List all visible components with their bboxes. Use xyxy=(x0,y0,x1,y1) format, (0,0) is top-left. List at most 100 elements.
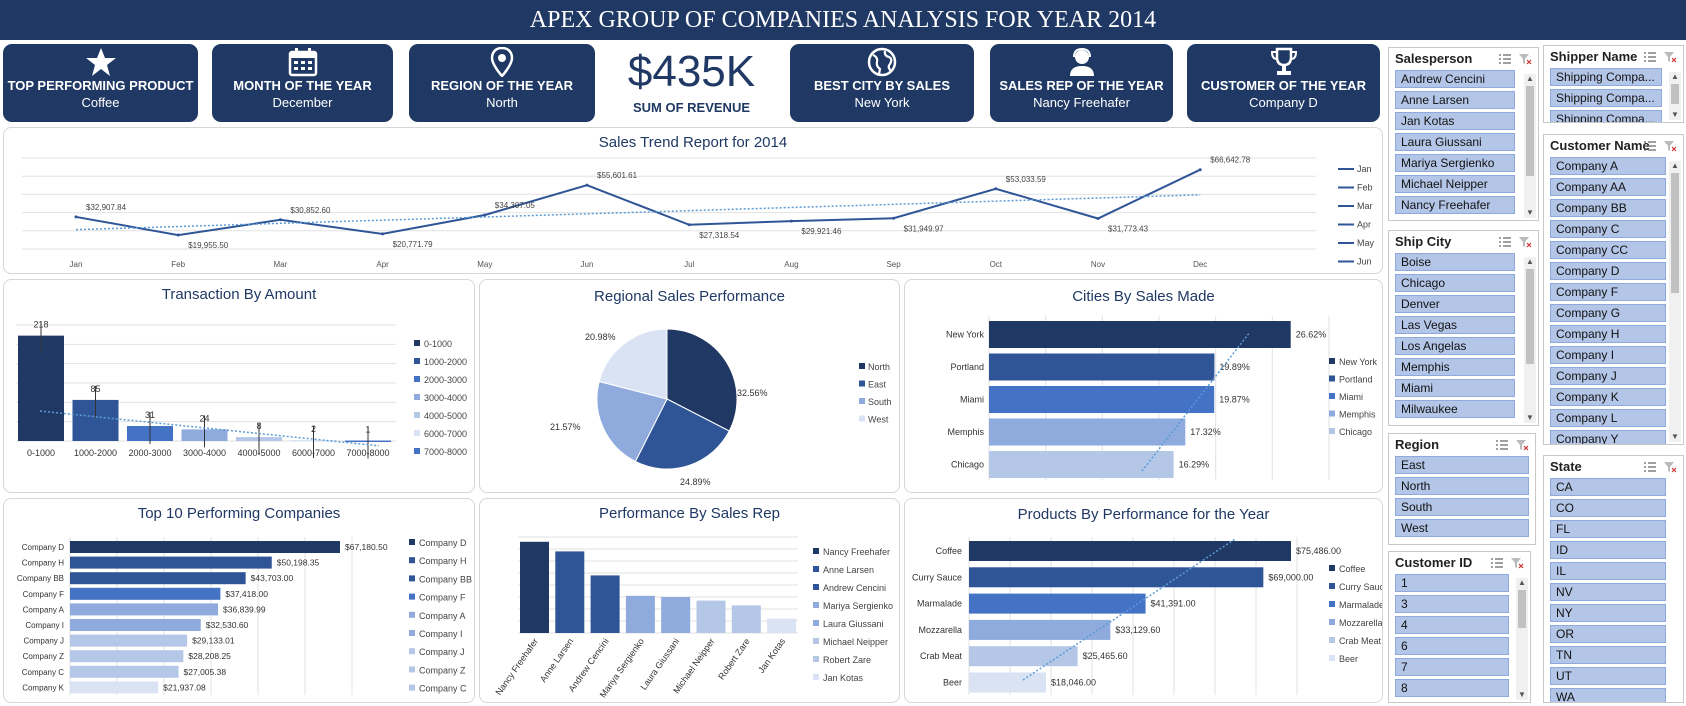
slicer-item[interactable]: Shipping Compa... xyxy=(1550,68,1662,86)
slicer-item[interactable]: Michael Neipper xyxy=(1395,175,1515,193)
slicer-item[interactable]: Company H xyxy=(1550,325,1666,343)
slicer-item[interactable]: 6 xyxy=(1395,637,1509,655)
scroll-up-icon[interactable]: ▲ xyxy=(1671,72,1679,81)
slicer-item[interactable]: CO xyxy=(1550,499,1666,517)
clear-filter-icon[interactable] xyxy=(1663,140,1677,152)
slicer-item[interactable]: East xyxy=(1395,456,1529,474)
y-tick-label: Portland xyxy=(950,362,984,372)
slicer-item[interactable]: Mariya Sergienko xyxy=(1395,154,1515,172)
slicer-item[interactable]: IL xyxy=(1550,562,1666,580)
slicer-item[interactable]: Boise xyxy=(1395,253,1515,271)
clear-filter-icon[interactable] xyxy=(1510,557,1524,569)
slicer-item[interactable]: Denver xyxy=(1395,295,1515,313)
scroll-up-icon[interactable]: ▲ xyxy=(1518,578,1526,587)
clear-filter-icon[interactable] xyxy=(1518,236,1532,248)
slicer-item[interactable]: TN xyxy=(1550,646,1666,664)
slicer-item[interactable]: Memphis xyxy=(1395,358,1515,376)
state-slicer[interactable]: State CA CO FL ID IL NV NY OR TN UT WA xyxy=(1543,455,1684,703)
slicer-item[interactable]: Jan Kotas xyxy=(1395,112,1515,130)
clear-filter-icon[interactable] xyxy=(1518,53,1532,65)
slicer-item[interactable]: Company I xyxy=(1550,346,1666,364)
slicer-scrollbar[interactable]: ▲ ▼ xyxy=(1669,72,1681,120)
slicer-item[interactable]: North xyxy=(1395,477,1529,495)
slicer-item[interactable]: Milwaukee xyxy=(1395,400,1515,418)
slicer-item[interactable]: 4 xyxy=(1395,616,1509,634)
sales-trend-chart: $32,907.84 Jan $19,955.50 Feb $30,852.60 Mar $… xyxy=(22,156,1375,269)
slicer-scrollbar[interactable]: ▲ ▼ xyxy=(1669,161,1681,442)
scroll-up-icon[interactable]: ▲ xyxy=(1671,161,1679,170)
ship-city-slicer[interactable]: Ship City Boise Chicago Denver Las Vegas Los… xyxy=(1388,230,1539,426)
slicer-scrollbar[interactable]: ▲ ▼ xyxy=(1516,578,1528,700)
slicer-title: State xyxy=(1550,459,1582,474)
slicer-item[interactable]: Company F xyxy=(1550,283,1666,301)
multi-select-icon[interactable] xyxy=(1643,461,1657,473)
slicer-item[interactable]: West xyxy=(1395,519,1529,537)
slicer-item[interactable]: Company L xyxy=(1550,409,1666,427)
slicer-scrollbar[interactable]: ▲ ▼ xyxy=(1524,74,1536,218)
region-slicer[interactable]: Region East North South West xyxy=(1388,433,1536,545)
slicer-item[interactable]: Andrew Cencini xyxy=(1395,70,1515,88)
slicer-item[interactable]: WA xyxy=(1550,688,1666,702)
customer-name-slicer[interactable]: Customer Name Company A Company AA Company… xyxy=(1543,134,1684,445)
slicer-item[interactable]: Miami xyxy=(1395,379,1515,397)
clear-filter-icon[interactable] xyxy=(1663,51,1677,63)
multi-select-icon[interactable] xyxy=(1490,557,1504,569)
multi-select-icon[interactable] xyxy=(1643,140,1657,152)
scroll-up-icon[interactable]: ▲ xyxy=(1526,74,1534,83)
slicer-item[interactable]: Anne Larsen xyxy=(1395,91,1515,109)
multi-select-icon[interactable] xyxy=(1498,236,1512,248)
slicer-item[interactable]: Company G xyxy=(1550,304,1666,322)
x-tick-label: Nov xyxy=(1091,260,1105,269)
slicer-item[interactable]: Company D xyxy=(1550,262,1666,280)
slicer-item[interactable]: Shipping Compa... xyxy=(1550,110,1662,122)
slicer-item[interactable]: Company AA xyxy=(1550,178,1666,196)
slicer-item[interactable]: Nancy Freehafer xyxy=(1395,196,1515,214)
multi-select-icon[interactable] xyxy=(1498,53,1512,65)
slicer-item[interactable]: Company Y xyxy=(1550,430,1666,444)
bar xyxy=(70,572,246,585)
scroll-up-icon[interactable]: ▲ xyxy=(1526,257,1534,266)
slicer-item[interactable]: OR xyxy=(1550,625,1666,643)
slicer-item[interactable]: FL xyxy=(1550,520,1666,538)
slicer-item[interactable]: Chicago xyxy=(1395,274,1515,292)
y-tick-label: Miami xyxy=(960,395,984,405)
scroll-down-icon[interactable]: ▼ xyxy=(1526,413,1534,422)
slicer-item[interactable]: 7 xyxy=(1395,658,1509,676)
slicer-item[interactable]: Company J xyxy=(1550,367,1666,385)
map-pin-icon xyxy=(490,47,514,77)
shipper-name-slicer[interactable]: Shipper Name Shipping Compa... Shipping C… xyxy=(1543,45,1684,123)
slicer-item[interactable]: CA xyxy=(1550,478,1666,496)
slicer-item[interactable]: Laura Giussani xyxy=(1395,133,1515,151)
slicer-item[interactable]: Company C xyxy=(1550,220,1666,238)
scroll-down-icon[interactable]: ▼ xyxy=(1671,432,1679,441)
slicer-item[interactable]: Company A xyxy=(1550,157,1666,175)
bar xyxy=(989,451,1174,478)
slicer-item[interactable]: Company K xyxy=(1550,388,1666,406)
multi-select-icon[interactable] xyxy=(1643,51,1657,63)
multi-select-icon[interactable] xyxy=(1495,439,1509,451)
slicer-item[interactable]: Los Angelas xyxy=(1395,337,1515,355)
scroll-down-icon[interactable]: ▼ xyxy=(1671,110,1679,119)
slicer-item[interactable]: UT xyxy=(1550,667,1666,685)
slicer-item[interactable]: 8 xyxy=(1395,679,1509,697)
slicer-item[interactable]: NV xyxy=(1550,583,1666,601)
slicer-item[interactable]: Shipping Compa... xyxy=(1550,89,1662,107)
slicer-item[interactable]: Las Vegas xyxy=(1395,316,1515,334)
scroll-down-icon[interactable]: ▼ xyxy=(1526,208,1534,217)
clear-filter-icon[interactable] xyxy=(1663,461,1677,473)
slicer-scrollbar[interactable]: ▲ ▼ xyxy=(1524,257,1536,423)
clear-filter-icon[interactable] xyxy=(1515,439,1529,451)
salesperson-slicer[interactable]: Salesperson Andrew Cencini Anne Larsen Jan… xyxy=(1388,47,1539,221)
data-label: $19,955.50 xyxy=(188,241,229,250)
slicer-item[interactable]: Company BB xyxy=(1550,199,1666,217)
bar xyxy=(70,619,201,631)
slicer-item[interactable]: ID xyxy=(1550,541,1666,559)
legend-entry: Portland xyxy=(1339,375,1373,385)
slicer-item[interactable]: South xyxy=(1395,498,1529,516)
slicer-item[interactable]: 3 xyxy=(1395,595,1509,613)
slicer-item[interactable]: 1 xyxy=(1395,574,1509,592)
scroll-down-icon[interactable]: ▼ xyxy=(1518,690,1526,699)
slicer-item[interactable]: NY xyxy=(1550,604,1666,622)
slicer-item[interactable]: Company CC xyxy=(1550,241,1666,259)
